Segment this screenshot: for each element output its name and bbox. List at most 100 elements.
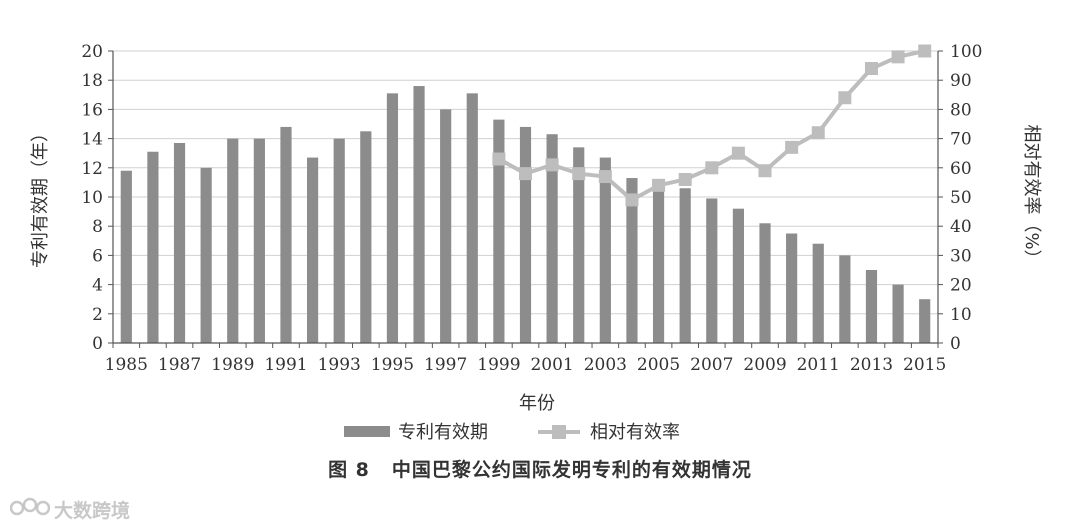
bar: [706, 198, 718, 343]
line-marker: [545, 158, 559, 172]
bar: [759, 223, 771, 343]
y-right-tick-label: 40: [950, 217, 972, 237]
bar: [519, 126, 532, 343]
line-marker: [652, 178, 666, 192]
chart: 0246810121416182001020304050607080901001…: [30, 42, 1042, 443]
y-left-tick-label: 4: [92, 276, 103, 296]
x-tick-label: 1999: [477, 355, 520, 375]
bar: [280, 126, 292, 343]
x-tick-label: 2011: [797, 355, 840, 375]
legend-bar-swatch: [344, 426, 390, 437]
y-right-tick-label: 90: [950, 71, 972, 91]
bar: [839, 255, 851, 343]
y-left-tick-label: 10: [81, 188, 103, 208]
bar: [892, 284, 904, 343]
line-marker: [838, 91, 852, 105]
y-right-tick-label: 70: [950, 130, 972, 150]
y-left-tick-label: 16: [81, 100, 103, 120]
y-left-tick-label: 8: [92, 217, 103, 237]
x-axis-title: 年份: [519, 393, 555, 414]
x-tick-label: 1987: [158, 355, 201, 375]
y-left-tick-label: 0: [92, 334, 103, 354]
bar: [652, 188, 665, 343]
x-tick-label: 2007: [690, 355, 733, 375]
line-series-path: [497, 49, 926, 202]
tick-labels: 0246810121416182001020304050607080901001…: [81, 42, 982, 375]
line-series: [492, 44, 932, 207]
x-tick-label: 1991: [264, 355, 307, 375]
legend-line-marker: [552, 425, 566, 439]
bar: [679, 188, 691, 343]
x-tick-label: 1995: [371, 355, 414, 375]
line-marker: [625, 193, 639, 207]
caption-text: 中国巴黎公约国际发明专利的有效期情况: [391, 459, 752, 481]
bar: [493, 119, 505, 344]
line-marker: [705, 161, 719, 175]
bar: [865, 270, 878, 343]
line-marker: [785, 140, 799, 154]
bar: [732, 208, 744, 343]
bar: [253, 138, 265, 343]
line-marker: [811, 126, 825, 140]
line-marker: [678, 172, 692, 186]
x-tick-label: 1989: [211, 355, 254, 375]
x-tick-label: 2015: [903, 355, 946, 375]
axes: [108, 50, 943, 348]
bar: [333, 138, 345, 343]
bar: [786, 233, 798, 343]
y-right-tick-label: 100: [950, 42, 982, 62]
y-left-tick-label: 20: [81, 42, 103, 62]
y-left-tick-label: 12: [81, 159, 103, 179]
figure-caption: 图 8 中国巴黎公约国际发明专利的有效期情况: [0, 455, 1080, 482]
legend-line-label: 相对有效率: [590, 422, 680, 443]
line-marker: [598, 170, 612, 184]
x-tick-label: 1985: [105, 355, 148, 375]
line-marker: [731, 146, 745, 160]
watermark-text: 大数跨境: [54, 500, 131, 522]
y-right-tick-label: 80: [950, 100, 972, 120]
bar: [919, 299, 931, 343]
bar: [440, 109, 452, 344]
x-tick-label: 2013: [850, 355, 893, 375]
y-left-tick-label: 14: [81, 130, 103, 150]
y-left-tick-label: 18: [81, 71, 103, 91]
watermark: 大数跨境: [9, 496, 131, 523]
x-tick-label: 2003: [584, 355, 627, 375]
line-marker: [918, 44, 932, 58]
bar-series: [120, 86, 931, 344]
line-marker: [492, 152, 506, 166]
y-right-tick-label: 50: [950, 188, 972, 208]
x-tick-label: 1997: [424, 355, 467, 375]
legend: 专利有效期 相对有效率: [344, 422, 680, 443]
bar: [227, 138, 239, 343]
x-tick-label: 2005: [637, 355, 680, 375]
bar: [147, 151, 159, 343]
y-right-tick-label: 20: [950, 276, 972, 296]
line-marker: [572, 167, 586, 181]
bar: [307, 157, 319, 343]
x-tick-label: 1993: [318, 355, 361, 375]
x-tick-label: 2001: [530, 355, 573, 375]
bar: [626, 178, 638, 343]
line-marker: [519, 167, 532, 181]
y-right-tick-label: 60: [950, 159, 972, 179]
bar: [120, 170, 132, 343]
bar: [599, 157, 611, 343]
bar: [466, 93, 478, 343]
y-left-tick-label: 2: [92, 305, 103, 325]
line-marker: [758, 164, 772, 178]
bar: [386, 93, 399, 343]
y-axis-right-title: 相对有效率（%）: [1021, 124, 1042, 267]
x-tick-label: 2009: [743, 355, 786, 375]
line-marker: [891, 50, 905, 64]
y-left-tick-label: 6: [92, 246, 103, 266]
y-axis-left-title: 专利有效期（年）: [30, 124, 51, 268]
bar: [546, 134, 558, 343]
watermark-logo-icon: [9, 496, 51, 523]
y-right-tick-label: 0: [950, 334, 961, 354]
caption-number: 图 8: [328, 459, 370, 481]
y-right-tick-label: 30: [950, 246, 972, 266]
legend-bar-label: 专利有效期: [398, 422, 488, 443]
y-right-tick-label: 10: [950, 305, 972, 325]
bar: [413, 86, 425, 343]
